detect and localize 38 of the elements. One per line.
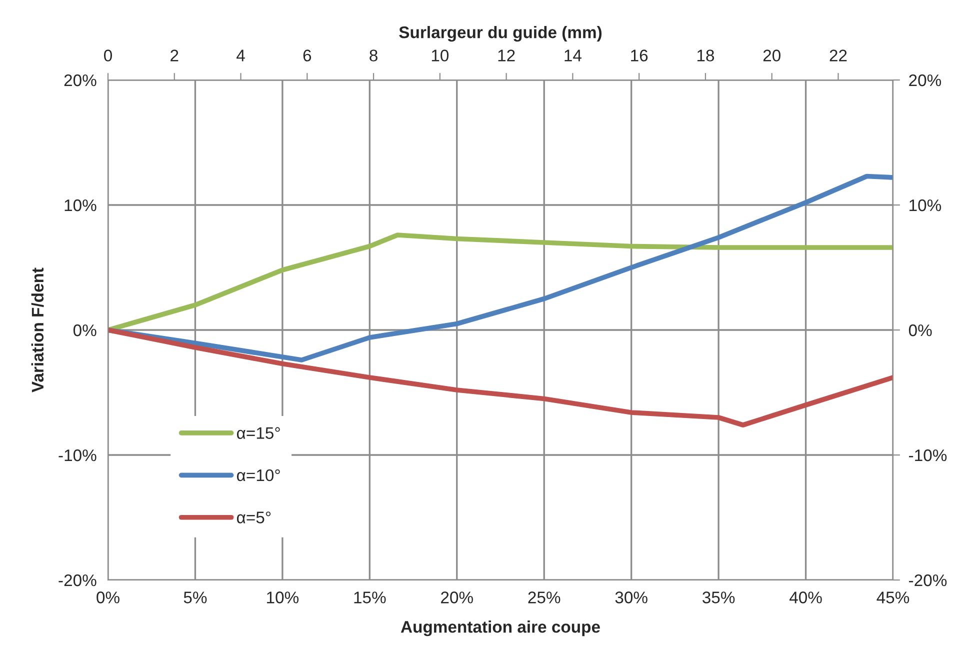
x2-tick-label: 18: [697, 50, 714, 62]
x2-tick-label: 2: [170, 50, 178, 62]
x-tick-label: 5%: [184, 592, 207, 604]
y-tick-label: 0%: [73, 324, 96, 336]
x-tick-label: 40%: [789, 592, 822, 604]
y2-tick-label: 0%: [908, 324, 932, 336]
y-tick-label: 10%: [64, 199, 96, 212]
x2-tick-label: 0: [104, 50, 112, 62]
x2-tick-label: 6: [303, 50, 312, 62]
y-axis-title: Variation F/dent: [31, 268, 44, 392]
legend-label: α=5°: [236, 512, 271, 524]
y2-tick-label: 10%: [910, 199, 942, 212]
x-tick-label: 10%: [267, 592, 299, 604]
y-tick-label: -10%: [58, 449, 96, 462]
y-tick-label: 20%: [64, 74, 96, 86]
x2-tick-label: 10: [432, 50, 449, 62]
x-tick-label: 20%: [441, 592, 473, 604]
x2-tick-label: 4: [236, 50, 245, 62]
x-tick-label: 45%: [876, 592, 910, 604]
x2-tick-label: 12: [498, 50, 515, 62]
x2-tick-label: 16: [631, 50, 648, 62]
x2-tick-label: 22: [830, 50, 847, 62]
legend-label: α=15°: [236, 427, 280, 439]
x2-axis-title: Surlargeur du guide (mm): [399, 26, 602, 42]
x-tick-label: 0%: [96, 592, 120, 604]
legend-label: α=10°: [236, 469, 280, 482]
y2-tick-label: 20%: [909, 74, 942, 86]
x2-tick-label: 8: [370, 50, 378, 62]
y2-tick-label: -10%: [909, 449, 947, 462]
x-axis-title: Augmentation aire coupe: [400, 620, 600, 636]
y-tick-label: -20%: [58, 574, 96, 586]
x-tick-label: 30%: [615, 592, 648, 604]
x-tick-label: 15%: [354, 592, 386, 604]
x2-tick-label: 20: [763, 50, 780, 62]
y2-tick-label: -20%: [909, 574, 947, 586]
x-tick-label: 25%: [528, 592, 560, 604]
x-tick-label: 35%: [702, 592, 735, 604]
x2-tick-label: 14: [564, 50, 582, 62]
